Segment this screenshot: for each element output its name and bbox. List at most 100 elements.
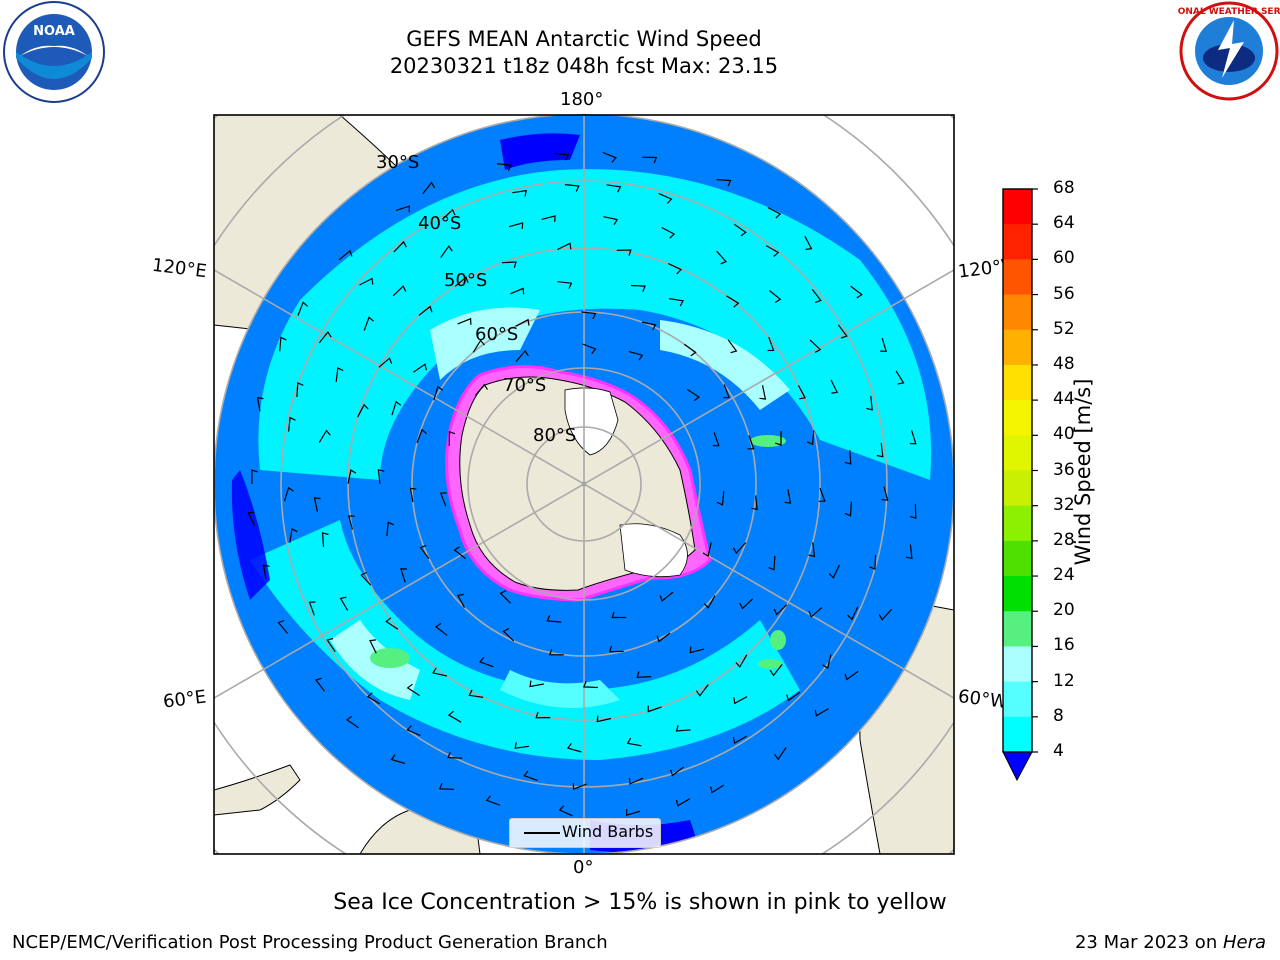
wind-barb bbox=[844, 670, 859, 681]
colorbar-segment bbox=[1003, 681, 1032, 718]
wind-barb bbox=[809, 339, 822, 353]
wind-barb bbox=[814, 708, 829, 717]
wind-barb bbox=[572, 783, 587, 791]
antarctica bbox=[445, 365, 712, 602]
wind-barb bbox=[475, 383, 489, 396]
colorbar-tick-label: 56 bbox=[1053, 283, 1075, 304]
colorbar-tick-label: 68 bbox=[1053, 178, 1075, 198]
wind-barb bbox=[247, 511, 256, 526]
wind-barb bbox=[256, 396, 264, 412]
wind-barb bbox=[406, 683, 420, 697]
legend-label: Wind Barbs bbox=[562, 822, 654, 841]
wind-barb bbox=[416, 428, 427, 444]
lon-label-180: 180° bbox=[560, 89, 604, 110]
wind-barb bbox=[277, 619, 288, 634]
wind-barb bbox=[583, 681, 598, 689]
wind-barb bbox=[345, 715, 359, 729]
wind-barb bbox=[628, 350, 644, 361]
wind-barb bbox=[804, 235, 813, 251]
wind-barb bbox=[339, 596, 349, 611]
wind-barb bbox=[363, 316, 374, 331]
wind-barb bbox=[541, 215, 556, 222]
wind-barb bbox=[318, 330, 332, 344]
sea-ice-caption: Sea Ice Concentration > 15% is shown in … bbox=[333, 890, 947, 915]
wind-barb bbox=[456, 593, 466, 608]
wind-barb bbox=[767, 206, 782, 219]
wind-barb bbox=[326, 637, 336, 653]
wind-barb bbox=[909, 430, 917, 445]
lat-label-80s: 80°S bbox=[533, 425, 576, 446]
wind-barb bbox=[523, 770, 538, 781]
wind-barb bbox=[732, 735, 748, 745]
wind-barb bbox=[733, 696, 748, 705]
wind-barbs bbox=[247, 151, 917, 817]
colorbar-tick-label: 64 bbox=[1053, 213, 1075, 234]
wind-barb bbox=[432, 667, 447, 677]
colorbar-tick-label: 52 bbox=[1053, 318, 1075, 339]
wind-barb bbox=[288, 416, 296, 432]
colorbar-segment bbox=[1003, 435, 1032, 471]
wind-barb bbox=[512, 189, 527, 197]
wind-barb bbox=[768, 555, 776, 571]
wind-barb bbox=[837, 324, 848, 339]
wind-barb bbox=[457, 317, 472, 325]
wind-barb bbox=[406, 725, 421, 736]
wind-barb bbox=[448, 430, 456, 446]
wind-barb bbox=[683, 343, 697, 357]
wind-barb bbox=[818, 487, 826, 502]
wind-barb bbox=[357, 403, 369, 418]
wind-barb bbox=[313, 497, 321, 512]
wind-barb bbox=[751, 495, 758, 511]
wind-barb bbox=[722, 384, 730, 399]
wind-barb bbox=[808, 607, 823, 618]
wind-barb bbox=[596, 715, 612, 723]
wind-barb bbox=[716, 179, 732, 187]
wind-barb bbox=[564, 184, 580, 192]
colorbar-tick-label: 32 bbox=[1053, 494, 1075, 515]
wind-barb bbox=[675, 725, 691, 732]
colorbar-segment bbox=[1003, 189, 1032, 225]
wind-barb bbox=[775, 431, 782, 446]
wind-barb bbox=[733, 223, 747, 237]
wind-barb bbox=[767, 337, 775, 352]
wind-barb bbox=[515, 349, 529, 362]
wind-barb bbox=[479, 656, 494, 668]
wind-barb bbox=[606, 184, 622, 193]
wind-barb bbox=[438, 782, 454, 790]
colorbar-segment bbox=[1003, 329, 1032, 366]
colorbar-tick-label: 24 bbox=[1053, 565, 1075, 586]
wind-barb bbox=[366, 692, 381, 705]
wind-barb bbox=[626, 737, 642, 747]
wind-barb bbox=[308, 601, 316, 616]
map-title: GEFS MEAN Antarctic Wind Speed bbox=[406, 27, 762, 51]
wind-barb bbox=[732, 542, 747, 555]
wind-barb bbox=[716, 490, 725, 506]
colorbar-tick-label: 44 bbox=[1053, 389, 1075, 410]
wind-barb bbox=[659, 591, 674, 602]
wind-barb bbox=[262, 564, 270, 580]
wind-barb bbox=[419, 545, 430, 560]
wind-barb bbox=[296, 382, 304, 398]
colorbar-tick-label: 36 bbox=[1053, 459, 1075, 480]
colorbar-tick-label: 12 bbox=[1053, 670, 1075, 691]
wind-barb bbox=[347, 469, 357, 484]
wind-barb bbox=[251, 469, 258, 485]
lat-label-40s: 40°S bbox=[418, 213, 461, 234]
wind-barb bbox=[769, 664, 783, 677]
wind-barb bbox=[822, 654, 832, 670]
wind-barb bbox=[502, 627, 515, 642]
wind-barb bbox=[656, 632, 671, 643]
wind-barb bbox=[369, 639, 377, 654]
wind-barb bbox=[806, 430, 815, 446]
wind-barb bbox=[297, 301, 309, 316]
lon-label-0: 0° bbox=[573, 857, 594, 878]
wind-barb bbox=[514, 742, 530, 749]
wind-barb bbox=[433, 385, 444, 401]
colorbar-label: Wind Speed [m/s] bbox=[1071, 378, 1095, 566]
wind-barb bbox=[359, 277, 374, 286]
footer-date: 23 Mar 2023 on Hera bbox=[1074, 932, 1266, 953]
wind-barb bbox=[453, 546, 466, 560]
wind-barb bbox=[630, 284, 646, 292]
wind-barb bbox=[497, 163, 512, 172]
